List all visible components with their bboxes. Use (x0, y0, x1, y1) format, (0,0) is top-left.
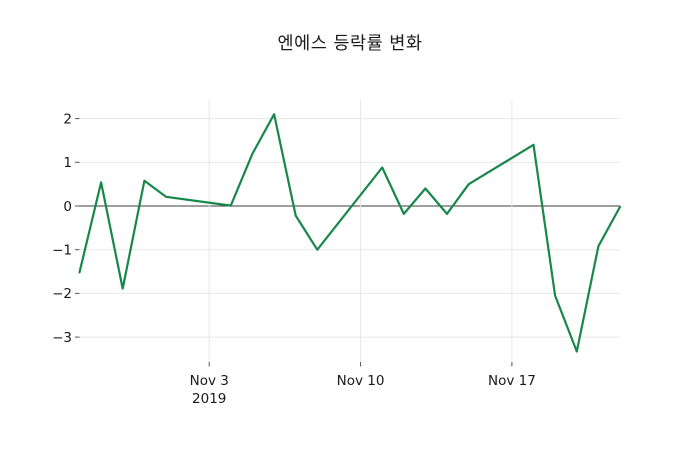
chart-title: 엔에스 등락률 변화 (277, 34, 423, 54)
y-tick-label: −3 (52, 330, 72, 346)
x-tick-year-label: 2019 (192, 391, 226, 407)
y-tick-label: 1 (63, 155, 72, 171)
price-change-line (78, 113, 622, 353)
y-tick-label: −2 (52, 286, 72, 302)
x-tick-label: Nov 17 (488, 373, 536, 389)
y-tick-label: −1 (52, 243, 72, 259)
y-tick-label: 2 (63, 111, 72, 127)
y-tick-label: 0 (63, 199, 72, 215)
x-tick-label: Nov 3 (190, 373, 229, 389)
x-tick-label: Nov 10 (337, 373, 385, 389)
